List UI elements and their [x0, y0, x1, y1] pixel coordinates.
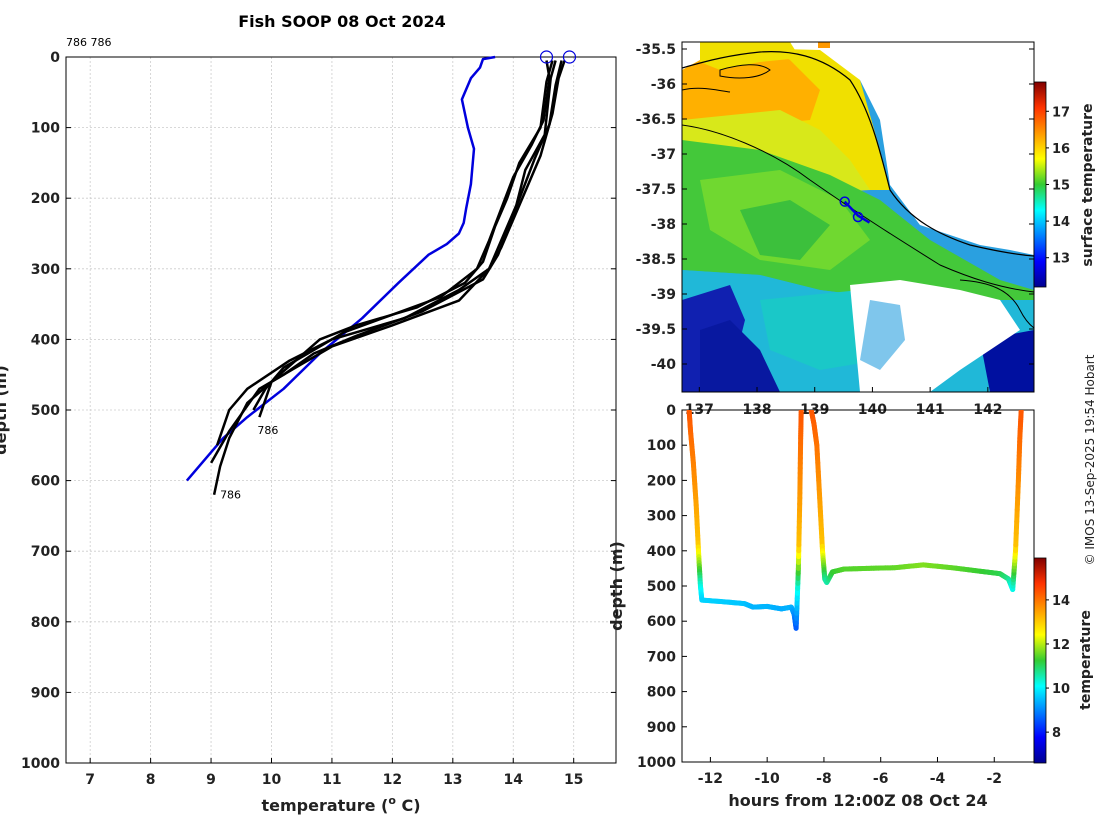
time-colorbar-tick-label: 12	[1052, 638, 1070, 653]
time-x-tick-label: -4	[930, 771, 946, 787]
time-colorbar-tick-label: 10	[1052, 682, 1070, 697]
profile-title: Fish SOOP 08 Oct 2024	[238, 12, 446, 31]
x-label-unit: C)	[396, 796, 421, 815]
profile-x-tick-label: 13	[443, 772, 462, 788]
map-colorbar-label: surface temperature	[1080, 103, 1096, 266]
map-y-tick-label: -40	[651, 357, 677, 373]
profile-surface-marker	[539, 50, 554, 64]
time-y-ticks: 0 100 200 300 400 500 600 700 800 900 1000	[637, 403, 687, 771]
profile-y-tick-label: 1000	[21, 756, 60, 772]
time-colorbar-tick-label: 14	[1052, 594, 1070, 609]
credit-text: © IMOS 13-Sep-2025 19:54 Hobart	[1083, 354, 1097, 565]
profile-annotation-2: 786	[220, 489, 241, 502]
time-y-label: depth (m)	[607, 541, 626, 631]
time-y-tick-label: 1000	[637, 755, 676, 771]
map-y-tick-label: -37	[651, 147, 676, 163]
time-x-tick-label: -6	[873, 771, 889, 787]
time-y-tick-label: 900	[647, 720, 676, 736]
map-y-ticks: -35.5 -36 -36.5 -37 -37.5 -38 -38.5 -39 -39.5 -40	[636, 42, 1034, 373]
profile-surface-marker	[562, 50, 577, 64]
map-colorbar-tick-label: 14	[1052, 215, 1070, 230]
time-y-tick-label: 0	[666, 403, 676, 419]
profile-annotation-1: 786	[257, 424, 278, 437]
map-y-tick-label: -38.5	[636, 252, 676, 268]
profile-x-tick-label: 15	[564, 772, 583, 788]
time-x-tick-label: -10	[755, 771, 781, 787]
profile-y-tick-label: 100	[31, 121, 60, 137]
time-x-label: hours from 12:00Z 08 Oct 24	[728, 791, 987, 810]
profile-grid	[66, 56, 616, 764]
map-y-tick-label: -39.5	[636, 322, 676, 338]
map-colorbar-tick-label: 15	[1052, 179, 1070, 194]
time-x-ticks: -12 -10 -8 -6 -4 -2	[698, 757, 1002, 787]
profile-x-tick-label: 11	[322, 772, 341, 788]
profile-x-tick-label: 7	[85, 772, 95, 788]
time-y-tick-label: 500	[647, 579, 676, 595]
time-y-tick-label: 800	[647, 685, 676, 701]
time-y-tick-label: 700	[647, 649, 676, 665]
map-colorbar	[1033, 81, 1047, 288]
profile-x-tick-label: 10	[262, 772, 282, 788]
profile-x-label: temperature (o C)	[261, 794, 420, 815]
map-y-tick-label: -39	[651, 287, 676, 303]
profile-series	[185, 50, 577, 495]
profile-y-tick-label: 500	[31, 403, 60, 419]
map-track-line	[843, 200, 871, 224]
profile-y-tick-label: 400	[31, 332, 60, 348]
map-y-tick-label: -37.5	[636, 182, 676, 198]
profile-y-tick-label: 300	[31, 262, 60, 278]
profile-panel: Fish SOOP 08 Oct 2024 786 786 7 8 9 10 11 12 1…	[0, 12, 617, 815]
map-colorbar-tick-label: 13	[1052, 252, 1070, 267]
time-y-tick-label: 100	[647, 438, 676, 454]
profile-y-tick-label: 200	[31, 191, 60, 207]
profile-y-ticks: 0 100 200 300 400 500 600 700 800 900 1000	[21, 50, 616, 772]
map-colorbar-ticks: 13 14 15 16 17	[1046, 105, 1070, 267]
map-y-tick-label: -36	[651, 77, 676, 93]
profile-x-tick-label: 14	[504, 772, 524, 788]
time-x-tick-label: -2	[986, 771, 1002, 787]
time-x-tick-label: -8	[816, 771, 832, 787]
time-series	[686, 410, 1024, 631]
map-colorbar-tick-label: 17	[1052, 105, 1070, 120]
profile-y-label: depth (m)	[0, 365, 10, 455]
profile-y-tick-label: 0	[50, 50, 60, 66]
time-y-tick-label: 300	[647, 509, 676, 525]
time-colorbar	[1033, 557, 1047, 764]
profile-y-tick-label: 700	[31, 544, 60, 560]
time-x-tick-label: -12	[698, 771, 723, 787]
map-panel: 137 138 139 140 141 142 -35.5-36-36.5-37-37.5…	[636, 41, 1096, 418]
map-y-tick-label: -38	[651, 217, 676, 233]
map-field	[682, 42, 1034, 392]
map-track-marker	[839, 196, 850, 207]
degree-superscript: o	[388, 794, 396, 807]
map-y-tick-label: -36.5	[636, 112, 676, 128]
map-y-tick-label: -35.5	[636, 42, 676, 58]
time-axes-box	[681, 409, 1035, 763]
profile-line-black	[258, 60, 554, 418]
map-colorbar-tick-label: 16	[1052, 142, 1070, 157]
profile-line-black	[212, 60, 566, 495]
time-colorbar-label: temperature	[1078, 610, 1094, 710]
time-colorbar-ticks: 8 10 12 14	[1046, 594, 1070, 741]
time-y-tick-label: 400	[647, 544, 676, 560]
profile-x-tick-label: 12	[383, 772, 402, 788]
profile-y-tick-label: 900	[31, 685, 60, 701]
top-annotation: 786 786	[66, 36, 112, 49]
time-y-tick-label: 200	[647, 473, 676, 489]
profile-x-tick-label: 9	[206, 772, 216, 788]
time-y-tick-label: 600	[647, 614, 676, 630]
time-panel: -12 -10 -8 -6 -4 -2 0 100 200 300 400 500 600 700 800…	[607, 403, 1094, 810]
profile-x-tick-label: 8	[146, 772, 156, 788]
profile-x-ticks: 7 8 9 10 11 12 13 14 15	[85, 758, 583, 788]
time-colorbar-tick-label: 8	[1052, 726, 1061, 741]
map-track-marker	[852, 211, 864, 223]
profile-line-blue	[185, 55, 496, 482]
profile-y-tick-label: 600	[31, 474, 60, 490]
profile-y-tick-label: 800	[31, 615, 60, 631]
map-ship-track	[839, 196, 871, 224]
